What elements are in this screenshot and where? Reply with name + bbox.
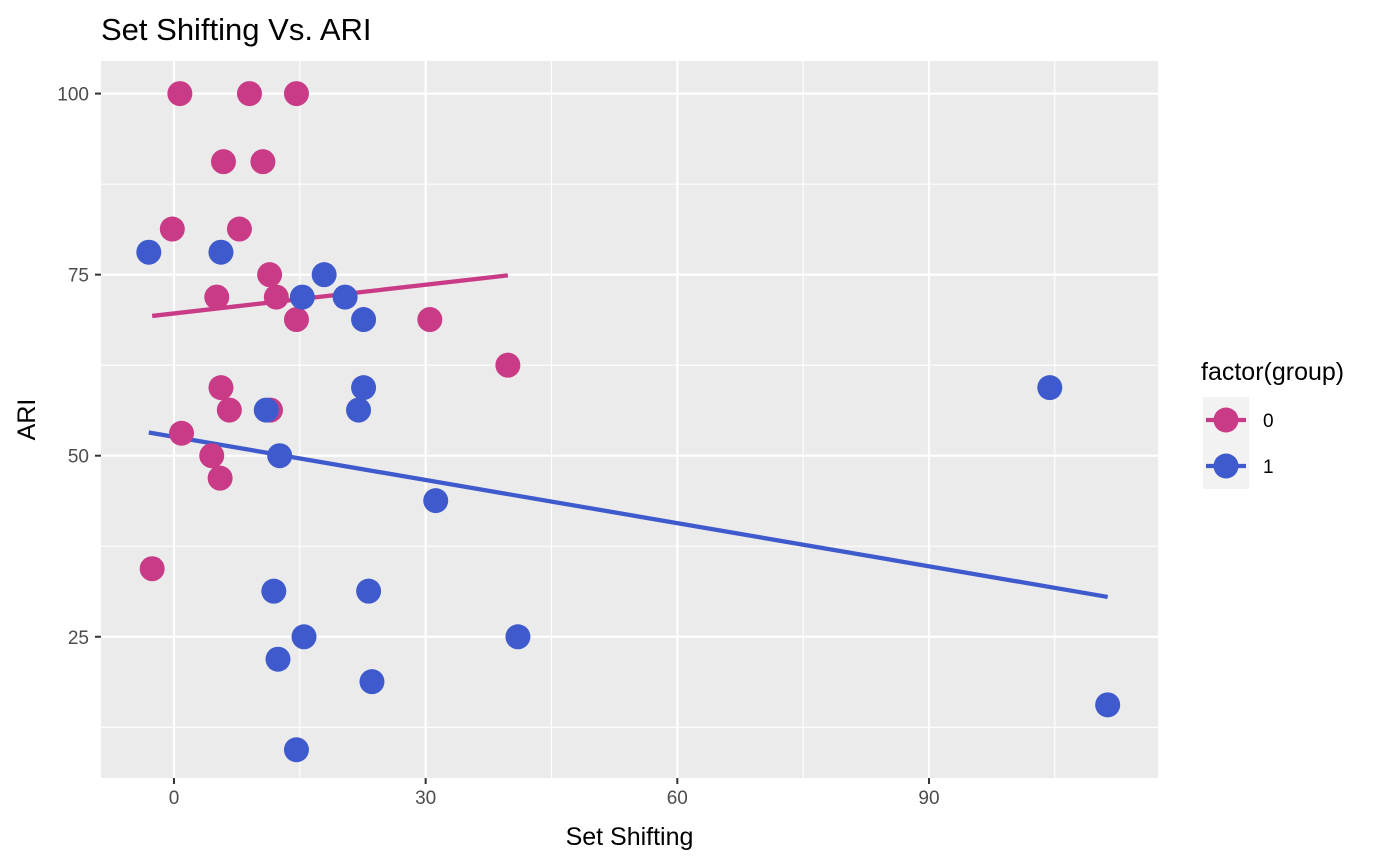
legend-label: 1 (1263, 457, 1274, 478)
data-point (253, 397, 279, 423)
data-point (283, 737, 309, 763)
y-tick-label: 25 (68, 628, 89, 649)
data-point (1095, 692, 1121, 718)
data-point (216, 397, 242, 423)
y-axis-title: ARI (13, 399, 41, 441)
chart-title: Set Shifting Vs. ARI (101, 12, 372, 47)
x-axis: 0 30 60 90 (169, 778, 940, 809)
data-point (208, 375, 234, 401)
y-tick-label: 100 (57, 85, 89, 106)
data-point (291, 624, 317, 650)
data-point (236, 81, 262, 107)
data-point (159, 216, 185, 242)
data-point (263, 284, 289, 310)
data-point (311, 262, 337, 288)
x-tick-label: 30 (415, 788, 436, 809)
x-tick-label: 0 (169, 788, 180, 809)
data-point (351, 307, 377, 333)
trend-lines (148, 273, 1109, 600)
y-tick-label: 50 (68, 447, 89, 468)
data-point (1037, 375, 1063, 401)
legend-key-point (1213, 453, 1239, 479)
data-point (265, 646, 291, 672)
trend-line (151, 273, 509, 319)
data-points (136, 81, 1121, 763)
data-point (495, 352, 521, 378)
data-point (505, 624, 531, 650)
major-gridlines (101, 61, 1158, 778)
data-point (267, 443, 293, 469)
trend-line (148, 430, 1109, 600)
data-point (139, 556, 165, 582)
data-point (167, 81, 193, 107)
legend-label: 0 (1263, 411, 1274, 432)
data-point (208, 239, 234, 265)
data-point (257, 262, 283, 288)
data-point (199, 443, 225, 469)
minor-gridlines (101, 61, 1158, 778)
data-point (346, 397, 372, 423)
y-axis: 25 50 75 100 (57, 85, 101, 649)
data-point (207, 465, 233, 491)
data-point (356, 578, 382, 604)
legend-title: factor(group) (1201, 358, 1344, 386)
legend-key-point (1213, 407, 1239, 433)
data-point (261, 578, 287, 604)
data-point (417, 307, 443, 333)
data-point (204, 284, 230, 310)
x-tick-label: 60 (667, 788, 688, 809)
data-point (289, 284, 315, 310)
y-tick-label: 75 (68, 266, 89, 287)
legend-items: 01 (1203, 397, 1274, 489)
data-point (136, 239, 162, 265)
data-point (210, 149, 236, 175)
data-point (423, 488, 449, 514)
data-point (169, 420, 195, 446)
data-point (283, 81, 309, 107)
data-point (226, 216, 252, 242)
data-point (332, 284, 358, 310)
x-tick-label: 90 (918, 788, 939, 809)
data-point (359, 669, 385, 695)
legend: factor(group) 01 (1201, 358, 1344, 489)
x-axis-title: Set Shifting (566, 823, 694, 851)
data-point (283, 307, 309, 333)
data-point (250, 149, 276, 175)
data-point (351, 375, 377, 401)
